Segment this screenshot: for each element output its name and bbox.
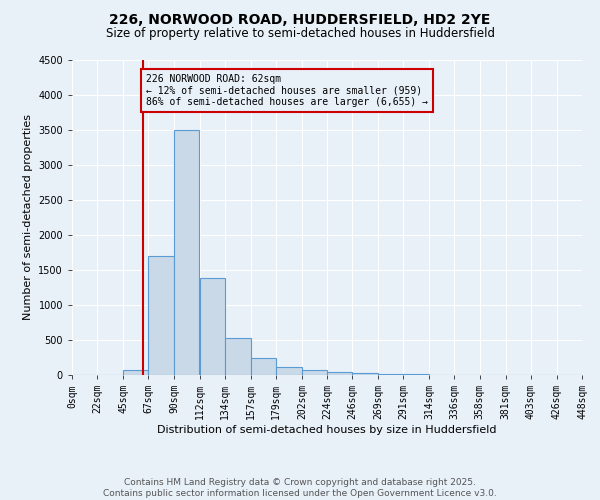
Bar — [123, 370, 148, 375]
Y-axis label: Number of semi-detached properties: Number of semi-detached properties — [23, 114, 32, 320]
Bar — [403, 374, 430, 375]
Bar — [327, 372, 352, 375]
Text: Contains HM Land Registry data © Crown copyright and database right 2025.
Contai: Contains HM Land Registry data © Crown c… — [103, 478, 497, 498]
Bar — [224, 338, 251, 375]
Text: 226, NORWOOD ROAD, HUDDERSFIELD, HD2 2YE: 226, NORWOOD ROAD, HUDDERSFIELD, HD2 2YE — [109, 12, 491, 26]
Bar — [175, 130, 199, 375]
Text: Size of property relative to semi-detached houses in Huddersfield: Size of property relative to semi-detach… — [106, 28, 494, 40]
Bar — [251, 358, 276, 375]
Bar — [302, 370, 327, 375]
Bar — [148, 256, 175, 375]
Bar — [276, 368, 302, 375]
Bar — [199, 278, 224, 375]
X-axis label: Distribution of semi-detached houses by size in Huddersfield: Distribution of semi-detached houses by … — [157, 425, 497, 435]
Bar — [352, 373, 378, 375]
Text: 226 NORWOOD ROAD: 62sqm
← 12% of semi-detached houses are smaller (959)
86% of s: 226 NORWOOD ROAD: 62sqm ← 12% of semi-de… — [146, 74, 428, 107]
Bar — [378, 374, 403, 375]
